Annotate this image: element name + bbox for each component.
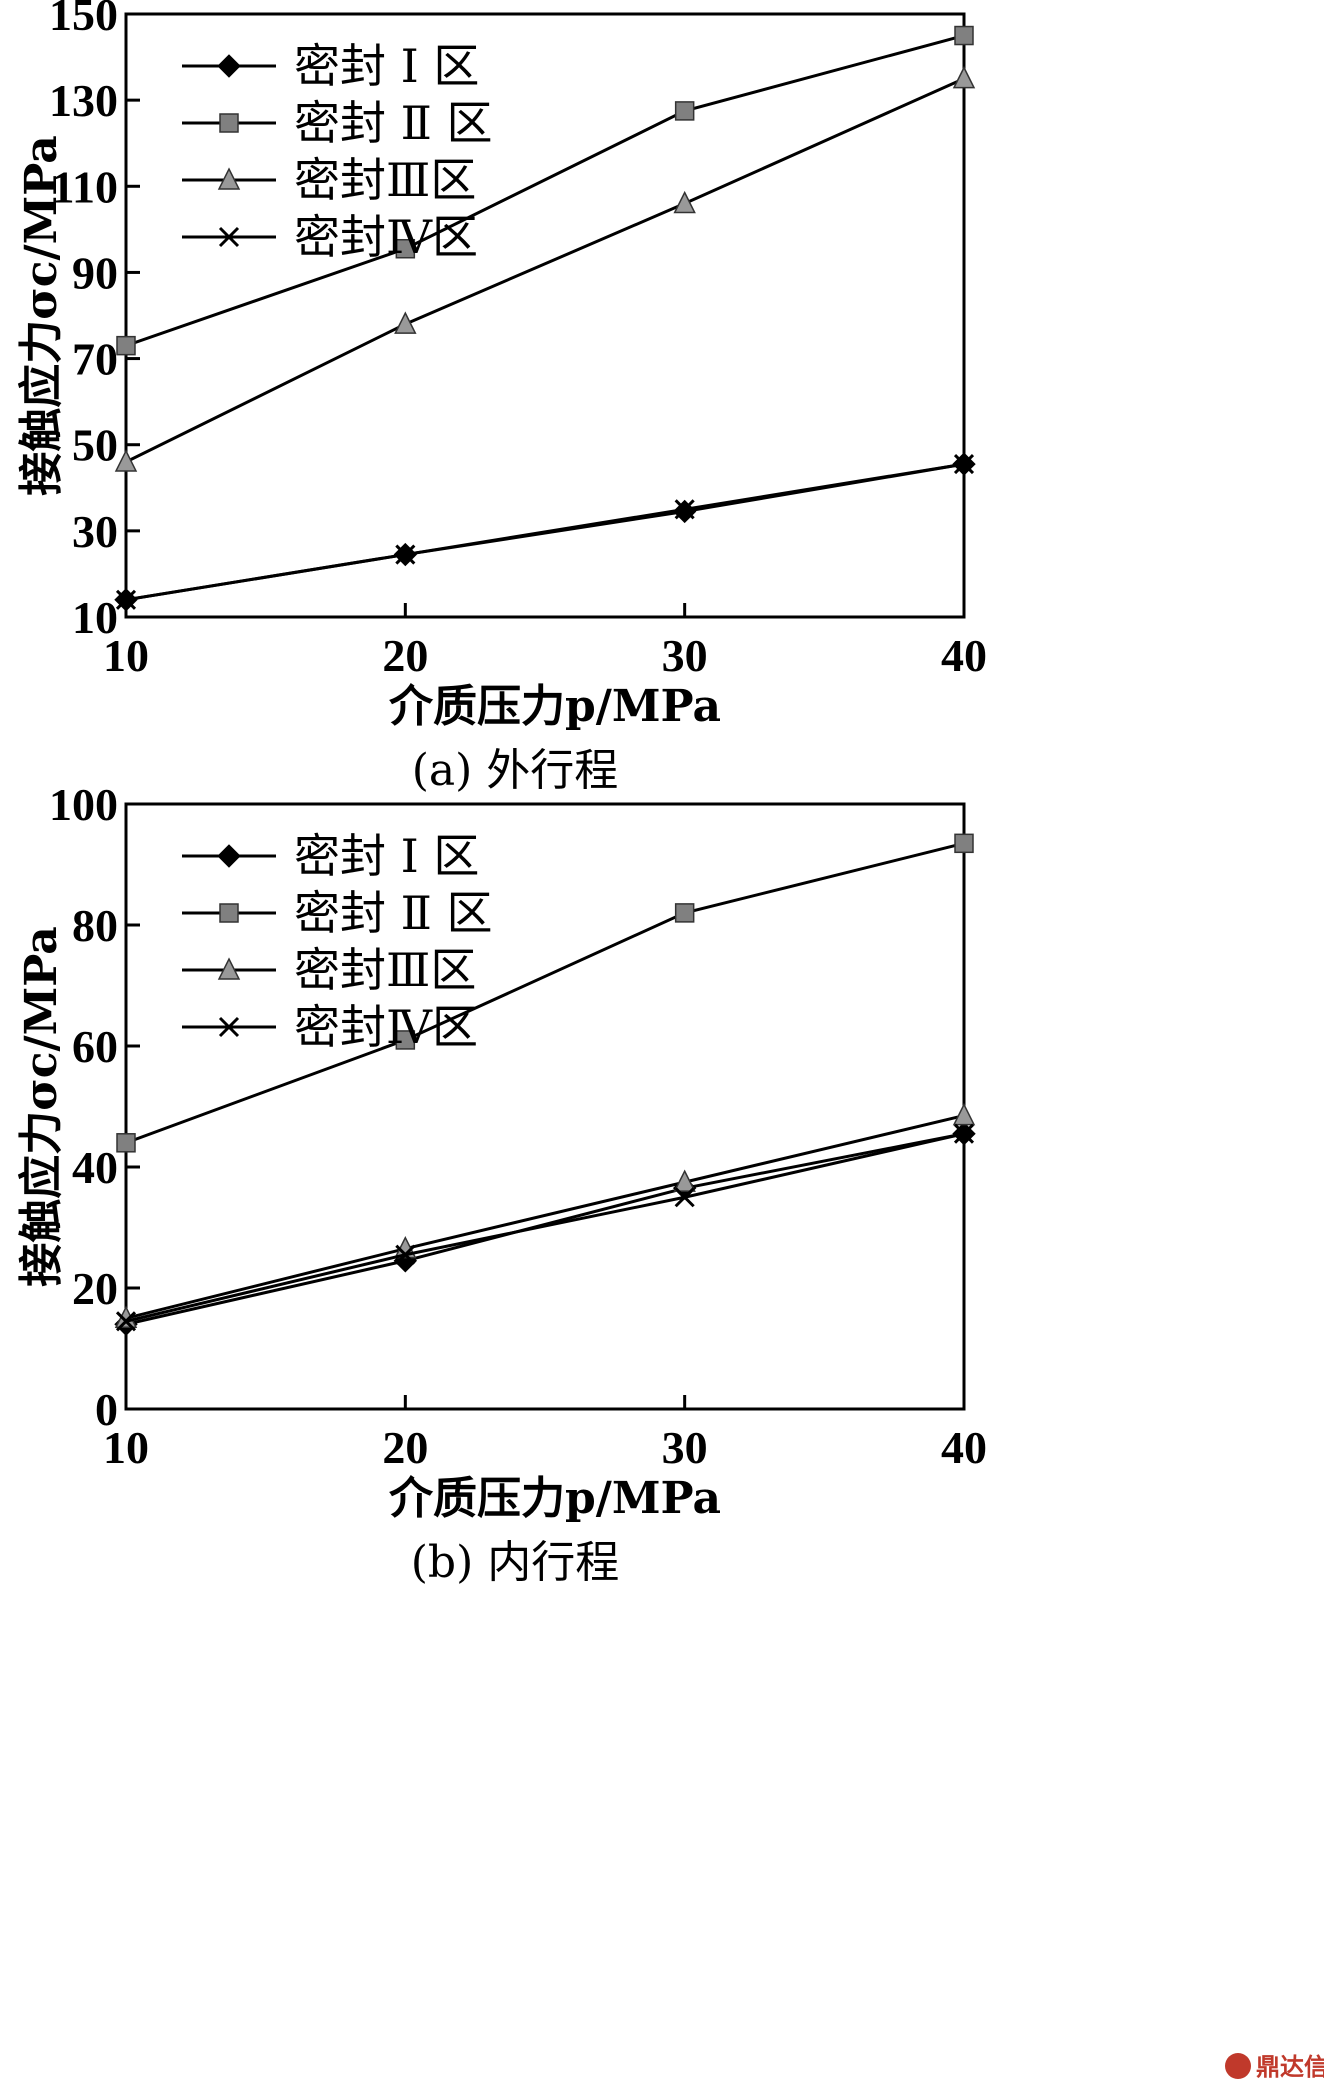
plot-frame: [124, 12, 966, 619]
watermark: 鼎达信: [1225, 2053, 1324, 2081]
x-tick-label: 40: [941, 1422, 987, 1473]
series-line-3: [125, 1114, 965, 1320]
legend-marker: [217, 54, 241, 78]
series-4-point: [953, 454, 975, 475]
legend-marker: [217, 957, 241, 980]
y-tick-label: 130: [49, 75, 118, 126]
legend-marker: [217, 167, 241, 190]
series-3-point: [114, 449, 138, 472]
series-2-point: [954, 25, 974, 46]
y-tick-label: 20: [72, 1263, 118, 1314]
series-line-4: [125, 462, 965, 602]
x-tick-label: 20: [382, 630, 428, 681]
legend-label: 密封 Ⅰ 区: [294, 829, 479, 883]
x-tick-label: 10: [103, 630, 149, 681]
y-tick-label: 90: [72, 247, 118, 298]
chart-b: 0 20 40 60 80 100 10 20 30 40 介质压力p/MPa 接触应力σc/MPa (…: [16, 779, 987, 1588]
series-line-2: [125, 34, 965, 348]
chart-caption: (a) 外行程: [412, 745, 619, 796]
x-tick-label: 30: [662, 630, 708, 681]
series-3-point: [952, 1102, 976, 1126]
series-line-3: [125, 77, 965, 464]
watermark-logo-icon: [1225, 2053, 1251, 2079]
series-3-point: [673, 1169, 696, 1192]
series-4-point: [953, 1123, 975, 1144]
y-tick-label: 80: [72, 900, 118, 951]
series-2-point: [116, 335, 136, 356]
legend-label: 密封Ⅲ区: [294, 153, 476, 207]
series-2-point: [395, 238, 416, 259]
series-4-point: [674, 1187, 695, 1208]
series-4-point: [395, 544, 416, 565]
y-tick-label: 60: [72, 1021, 118, 1072]
series-2-point: [954, 833, 974, 854]
legend-label: 密封 Ⅱ 区: [294, 96, 493, 150]
y-tick-label: 0: [95, 1384, 118, 1435]
legend-label: 密封 Ⅰ 区: [294, 39, 479, 93]
legend-marker: [219, 903, 239, 923]
x-tick-label: 30: [662, 1422, 708, 1473]
series-3-point: [394, 311, 417, 334]
y-axis-title: 接触应力σc/MPa: [16, 135, 67, 495]
x-axis-title: 介质压力p/MPa: [389, 681, 721, 732]
x-tick-label: 40: [941, 630, 987, 681]
y-tick-label: 70: [72, 334, 118, 385]
y-tick-label: 30: [72, 506, 118, 557]
y-tick-label: 150: [49, 0, 118, 40]
legend-marker: [218, 1016, 240, 1038]
series-line-2: [125, 841, 965, 1145]
chart-a: 10 30 50 70 90 110 130 150 10 20 30 40 介质压力p/MPa 接触应力…: [16, 0, 987, 796]
legend-label: 密封Ⅳ区: [294, 210, 478, 264]
series-3-point: [673, 190, 696, 214]
y-tick-label: 50: [72, 420, 118, 471]
series-2-point: [116, 1133, 136, 1153]
series-4-point: [115, 1311, 137, 1332]
series-4-point: [115, 589, 137, 610]
x-axis-title: 介质压力p/MPa: [389, 1473, 721, 1524]
series-4-point: [674, 499, 695, 520]
x-tick-label: 10: [103, 1422, 149, 1473]
y-tick-label: 110: [52, 161, 118, 212]
series-2-point: [395, 1030, 416, 1050]
plot-frame: [124, 802, 966, 1411]
legend-label: 密封 Ⅱ 区: [294, 886, 493, 940]
y-tick-label: 40: [72, 1142, 118, 1193]
series-2-point: [674, 903, 695, 923]
legend-label: 密封Ⅳ区: [294, 1000, 478, 1054]
series-2-point: [674, 101, 695, 121]
legend-marker: [218, 226, 240, 248]
series-3-point: [952, 65, 976, 89]
series-4-point: [395, 1244, 416, 1265]
watermark-text: 鼎达信: [1256, 2053, 1324, 2081]
x-tick-label: 20: [382, 1422, 428, 1473]
y-tick-label: 100: [49, 779, 118, 830]
legend-label: 密封Ⅲ区: [294, 943, 476, 997]
y-tick-label: 10: [72, 592, 118, 643]
legend-marker: [219, 113, 239, 133]
legend-marker: [217, 844, 241, 868]
y-axis-title: 接触应力σc/MPa: [16, 926, 67, 1286]
series-line-4: [125, 1132, 965, 1323]
chart-caption: (b) 内行程: [411, 1537, 619, 1588]
